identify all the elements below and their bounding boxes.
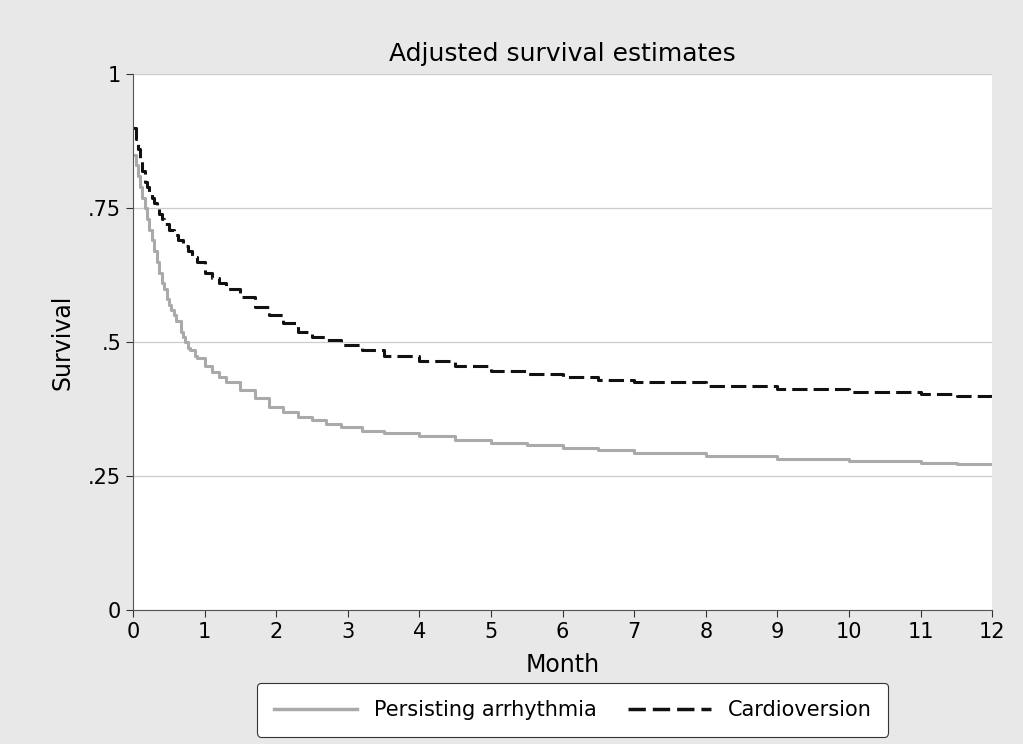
Cardioversion — [306, 333, 318, 341]
Cardioversion — [146, 193, 159, 202]
Cardioversion — [292, 327, 304, 336]
Cardioversion — [213, 279, 225, 288]
Persisting arrhythmia — [986, 461, 998, 469]
Cardioversion — [177, 241, 189, 250]
Title: Adjusted survival estimates: Adjusted survival estimates — [390, 42, 736, 65]
Cardioversion — [413, 356, 426, 365]
Cardioversion — [132, 145, 144, 154]
Cardioversion — [163, 225, 175, 234]
Cardioversion — [234, 292, 247, 301]
Cardioversion — [249, 303, 261, 312]
Cardioversion — [168, 231, 180, 240]
Cardioversion — [950, 391, 963, 400]
Cardioversion — [136, 167, 148, 176]
Cardioversion — [148, 199, 161, 208]
Persisting arrhythmia — [249, 394, 261, 403]
Cardioversion — [143, 187, 155, 196]
Y-axis label: Survival: Survival — [50, 295, 75, 390]
Cardioversion — [155, 214, 168, 223]
Persisting arrhythmia — [277, 408, 290, 417]
Cardioversion — [915, 390, 927, 399]
X-axis label: Month: Month — [526, 653, 599, 677]
Cardioversion — [592, 375, 605, 384]
Persisting arrhythmia — [234, 386, 247, 395]
Cardioversion — [356, 346, 368, 355]
Cardioversion — [263, 311, 275, 320]
Cardioversion — [127, 124, 139, 132]
Persisting arrhythmia — [413, 432, 426, 440]
Cardioversion — [320, 335, 332, 344]
Cardioversion — [628, 378, 640, 387]
Cardioversion — [449, 362, 461, 371]
Cardioversion — [150, 204, 163, 213]
Persisting arrhythmia — [628, 449, 640, 458]
Cardioversion — [153, 209, 166, 218]
Cardioversion — [141, 182, 153, 191]
Cardioversion — [134, 155, 146, 164]
Cardioversion — [335, 341, 347, 350]
Cardioversion — [277, 319, 290, 328]
Cardioversion — [521, 370, 533, 379]
Cardioversion — [191, 257, 204, 266]
Line: Persisting arrhythmia: Persisting arrhythmia — [133, 155, 992, 465]
Persisting arrhythmia — [127, 150, 139, 159]
Cardioversion — [158, 220, 170, 229]
Cardioversion — [557, 373, 569, 382]
Cardioversion — [220, 284, 232, 293]
Legend: Persisting arrhythmia, Cardioversion: Persisting arrhythmia, Cardioversion — [257, 683, 889, 737]
Cardioversion — [843, 387, 855, 396]
Line: Cardioversion: Cardioversion — [133, 128, 992, 397]
Cardioversion — [986, 393, 998, 402]
Cardioversion — [377, 351, 390, 360]
Cardioversion — [771, 385, 784, 394]
Cardioversion — [130, 134, 142, 143]
Cardioversion — [198, 268, 211, 277]
Cardioversion — [485, 366, 497, 375]
Cardioversion — [700, 382, 712, 391]
Cardioversion — [139, 177, 151, 186]
Cardioversion — [206, 274, 218, 283]
Persisting arrhythmia — [161, 295, 173, 304]
Cardioversion — [172, 236, 184, 245]
Cardioversion — [182, 247, 194, 256]
Cardioversion — [186, 252, 198, 261]
